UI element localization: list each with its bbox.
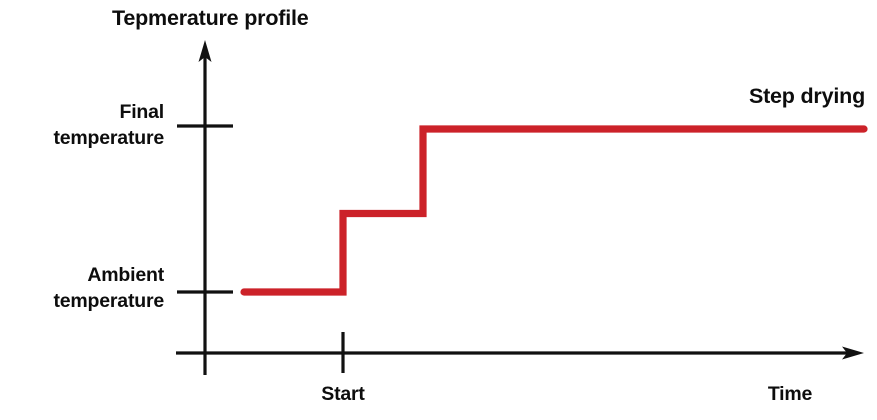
series-annotation-step-drying: Step drying — [748, 84, 865, 108]
y-tick-ambient-line-2: temperature — [53, 289, 164, 312]
x-axis-label: Time — [767, 383, 813, 405]
page-title: Tepmerature profile — [112, 6, 309, 30]
step-drying-curve — [240, 125, 868, 296]
y-axis-tick-label-ambient-temperature: Ambient temperature — [0, 263, 164, 314]
y-tick-final-line-2: temperature — [53, 126, 164, 149]
y-tick-ambient-line-1: Ambient — [87, 264, 164, 286]
x-axis-tick-label-start: Start — [321, 383, 365, 405]
y-tick-final-line-1: Final — [119, 101, 164, 123]
y-axis-tick-label-final-temperature: Final temperature — [0, 100, 164, 151]
arrow-up-icon — [198, 40, 212, 62]
arrow-right-icon — [842, 346, 864, 360]
